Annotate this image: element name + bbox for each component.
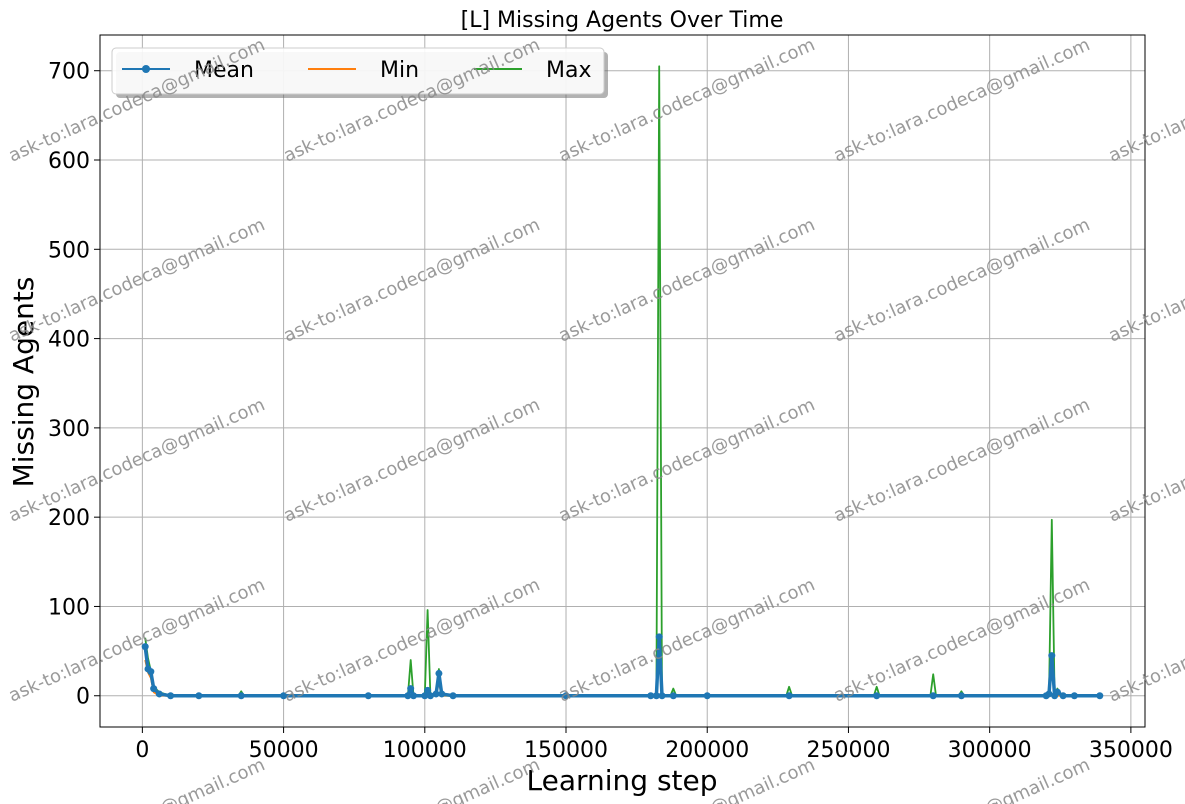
legend: Mean Min Max <box>111 47 608 98</box>
series-mean-point <box>147 668 155 676</box>
y-tick-label: 100 <box>48 595 90 620</box>
series-mean-point <box>407 685 415 693</box>
series-mean-point <box>785 692 793 700</box>
series-mean-point <box>647 692 655 700</box>
series-mean-point <box>1053 688 1061 696</box>
watermark-layer: ask-to:lara.codeca@gmail.com ask-to:lara.… <box>5 34 1185 804</box>
series-mean-point <box>421 692 429 700</box>
series-mean-point <box>929 692 937 700</box>
y-tick-label: 200 <box>48 506 90 531</box>
series-mean-point <box>669 692 677 700</box>
series-mean-point <box>364 692 372 700</box>
series-mean-point <box>1070 692 1078 700</box>
legend-mean-label: Mean <box>194 58 254 83</box>
series-mean-point <box>449 692 457 700</box>
y-axis-title: Missing Agents <box>7 277 40 488</box>
series-mean-point <box>237 692 245 700</box>
watermark-text: ask-to:lara.codeca@gmail.com <box>830 34 1093 166</box>
x-tick-label: 350000 <box>1089 738 1173 763</box>
series-mean-point <box>652 692 660 700</box>
watermark-text: ask-to:lara.codeca@gmail.com <box>555 394 818 526</box>
series-mean-point <box>424 686 432 694</box>
watermark-text: ask-to:lara.codeca@gmail.com <box>830 394 1093 526</box>
y-tick-label: 400 <box>48 328 90 353</box>
watermark-text: ask-to:lara.codeca@gmail.com <box>5 394 268 526</box>
y-tick-label: 300 <box>48 417 90 442</box>
watermark-text: ask-to:lara.codeca@gmail.com <box>830 214 1093 346</box>
plot-frame <box>99 34 1146 728</box>
series-layer <box>141 65 1104 700</box>
series-mean-point <box>873 692 881 700</box>
series-mean-point <box>167 692 175 700</box>
watermark-text: ask-to:lara.codeca@gmail.com <box>5 574 268 706</box>
series-mean-point <box>280 692 288 700</box>
series-mean-point <box>438 690 446 698</box>
grid <box>100 35 1145 727</box>
legend-mean-marker <box>142 65 150 73</box>
series-mean-point <box>1048 652 1056 660</box>
x-tick-label: 50000 <box>249 738 319 763</box>
watermark-text: ask-to:lara.codeca@gmail.com <box>280 394 543 526</box>
series-mean-point <box>658 692 666 700</box>
y-tick-label: 600 <box>48 149 90 174</box>
x-axis-title: Learning step <box>526 764 717 797</box>
y-tick-label: 500 <box>48 238 90 263</box>
y-tick-label: 0 <box>76 685 90 710</box>
series-mean-point <box>435 669 443 677</box>
watermark-text: ask-to:lara.codeca@gmail.com <box>5 214 268 346</box>
series-mean-point <box>655 633 663 641</box>
series-mean-point <box>562 692 570 700</box>
legend-min-label: Min <box>380 58 419 83</box>
x-tick-label: 150000 <box>524 738 608 763</box>
watermark-text: ask-to:lara.codeca@gmail.com <box>555 574 818 706</box>
x-tick-label: 200000 <box>665 738 749 763</box>
chart-title: [L] Missing Agents Over Time <box>461 8 784 33</box>
series-mean-point <box>426 692 434 700</box>
x-tick-label: 100000 <box>383 738 467 763</box>
watermark-text: ask-to:lara.codeca@gmail.com <box>555 214 818 346</box>
ticks: 0 50000 100000 150000 200000 250000 300000 3500… <box>48 60 1173 763</box>
series-mean-point <box>957 692 965 700</box>
x-tick-label: 300000 <box>948 738 1032 763</box>
x-tick-label: 0 <box>135 738 149 763</box>
series-mean-point <box>703 692 711 700</box>
series-mean-point <box>404 692 412 700</box>
series-mean-point <box>150 685 158 693</box>
series-mean-point <box>195 692 203 700</box>
series-mean-point <box>141 643 149 651</box>
x-tick-label: 250000 <box>806 738 890 763</box>
legend-box <box>111 47 605 95</box>
y-tick-label: 700 <box>48 60 90 85</box>
series-mean-point <box>155 690 163 698</box>
series-mean-point <box>1096 692 1104 700</box>
series-mean-point <box>410 692 417 700</box>
series-mean-point <box>1059 692 1067 700</box>
series-mean-point <box>1045 690 1053 698</box>
watermark-text: ask-to:lara.codeca@gmail.com <box>280 214 543 346</box>
series-mean-point <box>432 690 440 698</box>
legend-max-label: Max <box>546 58 591 83</box>
